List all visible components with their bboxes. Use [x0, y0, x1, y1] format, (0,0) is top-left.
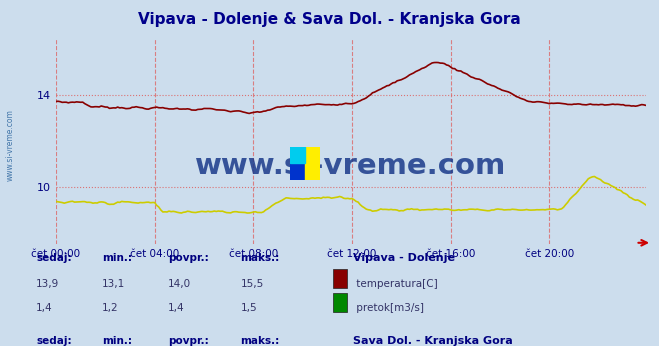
Text: 1,4: 1,4	[168, 303, 185, 313]
Text: 14,0: 14,0	[168, 279, 191, 289]
Text: 1,4: 1,4	[36, 303, 53, 313]
Text: min.:: min.:	[102, 253, 132, 263]
Text: povpr.:: povpr.:	[168, 336, 209, 346]
Text: pretok[m3/s]: pretok[m3/s]	[353, 303, 424, 313]
Text: Vipava - Dolenje: Vipava - Dolenje	[353, 253, 455, 263]
Text: min.:: min.:	[102, 336, 132, 346]
Text: maks.:: maks.:	[241, 336, 280, 346]
Text: 1,5: 1,5	[241, 303, 257, 313]
Text: www.si-vreme.com: www.si-vreme.com	[195, 152, 507, 180]
Text: www.si-vreme.com: www.si-vreme.com	[5, 109, 14, 181]
Text: sedaj:: sedaj:	[36, 253, 72, 263]
Text: povpr.:: povpr.:	[168, 253, 209, 263]
Text: 13,9: 13,9	[36, 279, 59, 289]
Text: 15,5: 15,5	[241, 279, 264, 289]
Text: temperatura[C]: temperatura[C]	[353, 279, 438, 289]
Text: Vipava - Dolenje & Sava Dol. - Kranjska Gora: Vipava - Dolenje & Sava Dol. - Kranjska …	[138, 12, 521, 27]
Text: Sava Dol. - Kranjska Gora: Sava Dol. - Kranjska Gora	[353, 336, 512, 346]
Text: sedaj:: sedaj:	[36, 336, 72, 346]
Text: maks.:: maks.:	[241, 253, 280, 263]
Text: 1,2: 1,2	[102, 303, 119, 313]
Text: 13,1: 13,1	[102, 279, 125, 289]
Bar	[290, 147, 304, 164]
Bar	[290, 147, 304, 180]
Bar	[304, 147, 320, 180]
